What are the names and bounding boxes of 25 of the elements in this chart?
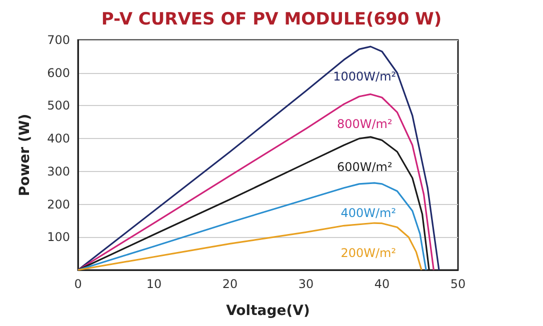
y-tick-label: 200	[47, 197, 70, 212]
x-axis-title: Voltage(V)	[226, 303, 310, 319]
x-tick-label: 40	[374, 277, 390, 291]
series-label: 800W/m²	[336, 117, 392, 132]
x-tick-label: 20	[222, 277, 238, 291]
x-tick-label: 10	[146, 277, 162, 291]
y-tick-label: 600	[47, 66, 70, 80]
series-label: 400W/m²	[340, 206, 396, 220]
series-label: 1000W/m²	[333, 70, 396, 84]
series-label: 600W/m²	[336, 160, 392, 174]
line-series	[77, 46, 440, 271]
y-tick-label: 100	[47, 230, 70, 244]
y-tick-label: 500	[47, 98, 70, 113]
line-series	[77, 182, 427, 271]
x-tick-label: 30	[298, 277, 314, 291]
series-label: 200W/m²	[340, 246, 396, 260]
x-tick-label: 50	[450, 277, 466, 291]
line-series	[77, 222, 422, 271]
chart-title: P-V CURVES OF PV MODULE(690 W)	[101, 10, 442, 30]
y-axis-title: Power (W)	[17, 114, 33, 196]
y-tick-label: 700	[47, 33, 70, 47]
x-tick-label: 0	[74, 277, 82, 291]
y-tick-label: 400	[47, 132, 70, 146]
line-series	[77, 93, 434, 271]
y-tick-label: 300	[47, 164, 70, 178]
